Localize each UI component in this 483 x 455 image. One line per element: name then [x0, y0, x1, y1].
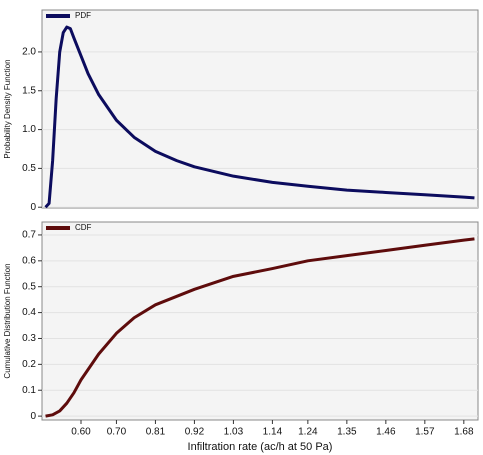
data-line	[44, 25, 475, 209]
y-tick-label: 0.7	[22, 230, 36, 241]
y-axis-label: Probability Density Function	[3, 59, 12, 158]
y-tick-label: 2.0	[22, 47, 36, 58]
y-tick-label: 1.5	[22, 85, 36, 96]
y-tick-label: 0.3	[22, 333, 36, 344]
x-axis-label: Infiltration rate (ac/h at 50 Pa)	[188, 441, 333, 453]
x-tick-label: 0.70	[107, 427, 127, 438]
y-tick-label: 0.1	[22, 385, 36, 396]
y-tick-label: 0.2	[22, 359, 36, 370]
plot-area	[41, 221, 479, 421]
x-tick-label: 1.35	[337, 427, 357, 438]
y-tick-label: 0.6	[22, 255, 36, 266]
plot-area	[41, 9, 479, 209]
x-tick-label: 1.03	[224, 427, 244, 438]
x-tick-label: 1.46	[376, 427, 396, 438]
y-tick-label: 1.0	[22, 124, 36, 135]
x-tick-label: 1.68	[454, 427, 474, 438]
y-tick-label: 0.5	[22, 281, 36, 292]
x-tick-label: 1.57	[415, 427, 435, 438]
x-tick-label: 0.60	[71, 427, 91, 438]
x-tick-label: 0.92	[185, 427, 205, 438]
x-tick-label: 1.14	[263, 427, 283, 438]
y-tick-label: 0.5	[22, 163, 36, 174]
y-axis-label: Cumulative Distribution Function	[3, 263, 12, 378]
y-tick-label: 0.4	[22, 307, 36, 318]
x-tick-label: 0.81	[146, 427, 166, 438]
data-line	[45, 237, 475, 418]
y-tick-label: 0	[30, 202, 36, 213]
y-tick-label: 0	[30, 411, 36, 422]
legend-label: PDF	[75, 11, 91, 20]
x-tick-label: 1.24	[298, 427, 318, 438]
legend-label: CDF	[75, 223, 92, 232]
